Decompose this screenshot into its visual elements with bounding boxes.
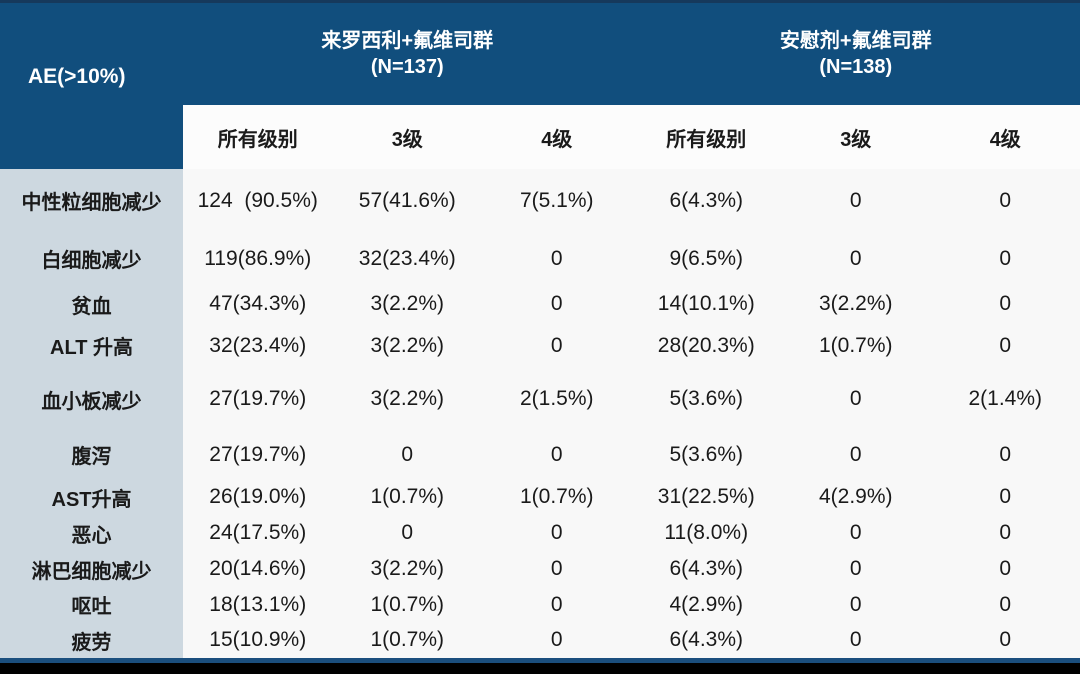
row-label: 白细胞减少 bbox=[0, 232, 183, 285]
cell-value: 3(2.2%) bbox=[332, 323, 482, 368]
cell-value: 0 bbox=[781, 430, 931, 479]
cell-value: 3(2.2%) bbox=[332, 368, 482, 430]
row-label: 腹泻 bbox=[0, 430, 183, 479]
cell-value: 0 bbox=[930, 587, 1080, 622]
cell-value: 4(2.9%) bbox=[631, 587, 781, 622]
row-label: 中性粒细胞减少 bbox=[0, 169, 183, 232]
cell-value: 0 bbox=[781, 551, 931, 587]
cell-value: 1(0.7%) bbox=[781, 323, 931, 368]
row-label: ALT 升高 bbox=[0, 323, 183, 368]
cell-value: 0 bbox=[332, 515, 482, 551]
cell-value: 0 bbox=[930, 169, 1080, 232]
cell-value: 0 bbox=[781, 622, 931, 658]
subheader-grade3-1: 3级 bbox=[332, 105, 482, 169]
row-label: 贫血 bbox=[0, 285, 183, 323]
cell-value: 32(23.4%) bbox=[183, 323, 333, 368]
ae-header-cell: AE(>10%) bbox=[0, 3, 183, 169]
top-border bbox=[0, 0, 1080, 3]
cell-value: 0 bbox=[930, 515, 1080, 551]
cell-value: 3(2.2%) bbox=[332, 285, 482, 323]
cell-value: 15(10.9%) bbox=[183, 622, 333, 658]
cell-value: 18(13.1%) bbox=[183, 587, 333, 622]
cell-value: 0 bbox=[482, 587, 632, 622]
cell-value: 0 bbox=[482, 551, 632, 587]
footer-blue-bar bbox=[0, 658, 1080, 663]
subheader-grade3-2: 3级 bbox=[781, 105, 931, 169]
cell-value: 0 bbox=[482, 323, 632, 368]
cell-value: 4(2.9%) bbox=[781, 479, 931, 515]
cell-value: 1(0.7%) bbox=[332, 587, 482, 622]
cell-value: 31(22.5%) bbox=[631, 479, 781, 515]
cell-value: 2(1.5%) bbox=[482, 368, 632, 430]
cell-value: 0 bbox=[781, 169, 931, 232]
subheader-all-grades-2: 所有级别 bbox=[631, 105, 781, 169]
cell-value: 0 bbox=[332, 430, 482, 479]
cell-value: 0 bbox=[482, 285, 632, 323]
cell-value: 0 bbox=[781, 368, 931, 430]
row-label: 恶心 bbox=[0, 515, 183, 551]
group-title: 来罗西利+氟维司群 bbox=[321, 30, 494, 52]
cell-value: 0 bbox=[930, 430, 1080, 479]
cell-value: 7(5.1%) bbox=[482, 169, 632, 232]
cell-value: 6(4.3%) bbox=[631, 551, 781, 587]
cell-value: 0 bbox=[781, 515, 931, 551]
cell-value: 0 bbox=[482, 515, 632, 551]
group-n: (N=138) bbox=[819, 56, 893, 78]
cell-value: 124 (90.5%) bbox=[183, 169, 333, 232]
ae-header-label: AE(>10%) bbox=[28, 65, 126, 88]
row-label: 疲劳 bbox=[0, 622, 183, 658]
cell-value: 14(10.1%) bbox=[631, 285, 781, 323]
cell-value: 0 bbox=[930, 285, 1080, 323]
cell-value: 0 bbox=[482, 232, 632, 285]
cell-value: 0 bbox=[930, 479, 1080, 515]
cell-value: 0 bbox=[482, 430, 632, 479]
cell-value: 2(1.4%) bbox=[930, 368, 1080, 430]
cell-value: 47(34.3%) bbox=[183, 285, 333, 323]
row-label: 血小板减少 bbox=[0, 368, 183, 430]
subheader-all-grades-1: 所有级别 bbox=[183, 105, 333, 169]
cell-value: 24(17.5%) bbox=[183, 515, 333, 551]
cell-value: 1(0.7%) bbox=[482, 479, 632, 515]
cell-value: 5(3.6%) bbox=[631, 430, 781, 479]
row-label: AST升高 bbox=[0, 479, 183, 515]
cell-value: 3(2.2%) bbox=[781, 285, 931, 323]
cell-value: 0 bbox=[930, 551, 1080, 587]
cell-value: 0 bbox=[930, 323, 1080, 368]
subheader-grade4-2: 4级 bbox=[930, 105, 1080, 169]
cell-value: 0 bbox=[482, 622, 632, 658]
cell-value: 0 bbox=[930, 622, 1080, 658]
group-title: 安慰剂+氟维司群 bbox=[779, 30, 932, 52]
group-n: (N=137) bbox=[370, 56, 444, 78]
footer-black-bar bbox=[0, 663, 1080, 674]
subheader-grade4-1: 4级 bbox=[482, 105, 632, 169]
cell-value: 3(2.2%) bbox=[332, 551, 482, 587]
ae-table: AE(>10%) 来罗西利+氟维司群 (N=137) 安慰剂+氟维司群 (N=1… bbox=[0, 3, 1080, 658]
cell-value: 11(8.0%) bbox=[631, 515, 781, 551]
cell-value: 27(19.7%) bbox=[183, 368, 333, 430]
group-header-leirociclib: 来罗西利+氟维司群 (N=137) bbox=[183, 3, 632, 105]
cell-value: 0 bbox=[930, 232, 1080, 285]
cell-value: 32(23.4%) bbox=[332, 232, 482, 285]
cell-value: 26(19.0%) bbox=[183, 479, 333, 515]
cell-value: 119(86.9%) bbox=[183, 232, 333, 285]
cell-value: 5(3.6%) bbox=[631, 368, 781, 430]
group-header-placebo: 安慰剂+氟维司群 (N=138) bbox=[631, 3, 1080, 105]
cell-value: 6(4.3%) bbox=[631, 622, 781, 658]
cell-value: 28(20.3%) bbox=[631, 323, 781, 368]
cell-value: 1(0.7%) bbox=[332, 479, 482, 515]
cell-value: 1(0.7%) bbox=[332, 622, 482, 658]
cell-value: 0 bbox=[781, 232, 931, 285]
row-label: 淋巴细胞减少 bbox=[0, 551, 183, 587]
cell-value: 20(14.6%) bbox=[183, 551, 333, 587]
row-label: 呕吐 bbox=[0, 587, 183, 622]
cell-value: 6(4.3%) bbox=[631, 169, 781, 232]
cell-value: 57(41.6%) bbox=[332, 169, 482, 232]
cell-value: 27(19.7%) bbox=[183, 430, 333, 479]
cell-value: 0 bbox=[781, 587, 931, 622]
cell-value: 9(6.5%) bbox=[631, 232, 781, 285]
